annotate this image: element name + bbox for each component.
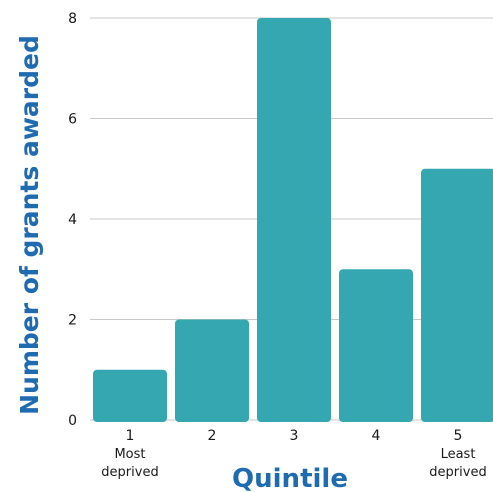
x-tick-sublabel: Most <box>114 447 145 462</box>
x-tick-labels: 1 Most deprived 2 3 4 5 Least deprived <box>101 428 486 480</box>
y-tick-label: 0 <box>68 413 77 429</box>
bar-quintile-4 <box>339 269 413 422</box>
bar-quintile-3 <box>257 18 331 422</box>
x-tick-label: 4 <box>372 428 381 444</box>
bar-quintile-5 <box>421 168 493 422</box>
bars <box>93 18 493 422</box>
x-axis-title: Quintile <box>232 464 348 492</box>
y-tick-label: 6 <box>68 112 77 128</box>
x-tick-label: 1 <box>126 428 135 444</box>
bar-quintile-2 <box>175 319 249 422</box>
x-tick-sublabel: Least <box>441 447 476 462</box>
x-tick-label: 2 <box>208 428 217 444</box>
y-tick-label: 4 <box>68 212 77 228</box>
x-tick-label: 3 <box>290 428 299 444</box>
bar-quintile-1 <box>93 369 167 422</box>
x-tick-sublabel: deprived <box>101 465 158 480</box>
x-tick-sublabel: deprived <box>429 465 486 480</box>
y-axis-title: Number of grants awarded <box>15 35 44 415</box>
y-tick-label: 2 <box>68 313 77 329</box>
y-tick-label: 8 <box>68 11 77 27</box>
x-tick-label: 5 <box>454 428 463 444</box>
y-tick-labels: 0 2 4 6 8 <box>68 11 77 429</box>
